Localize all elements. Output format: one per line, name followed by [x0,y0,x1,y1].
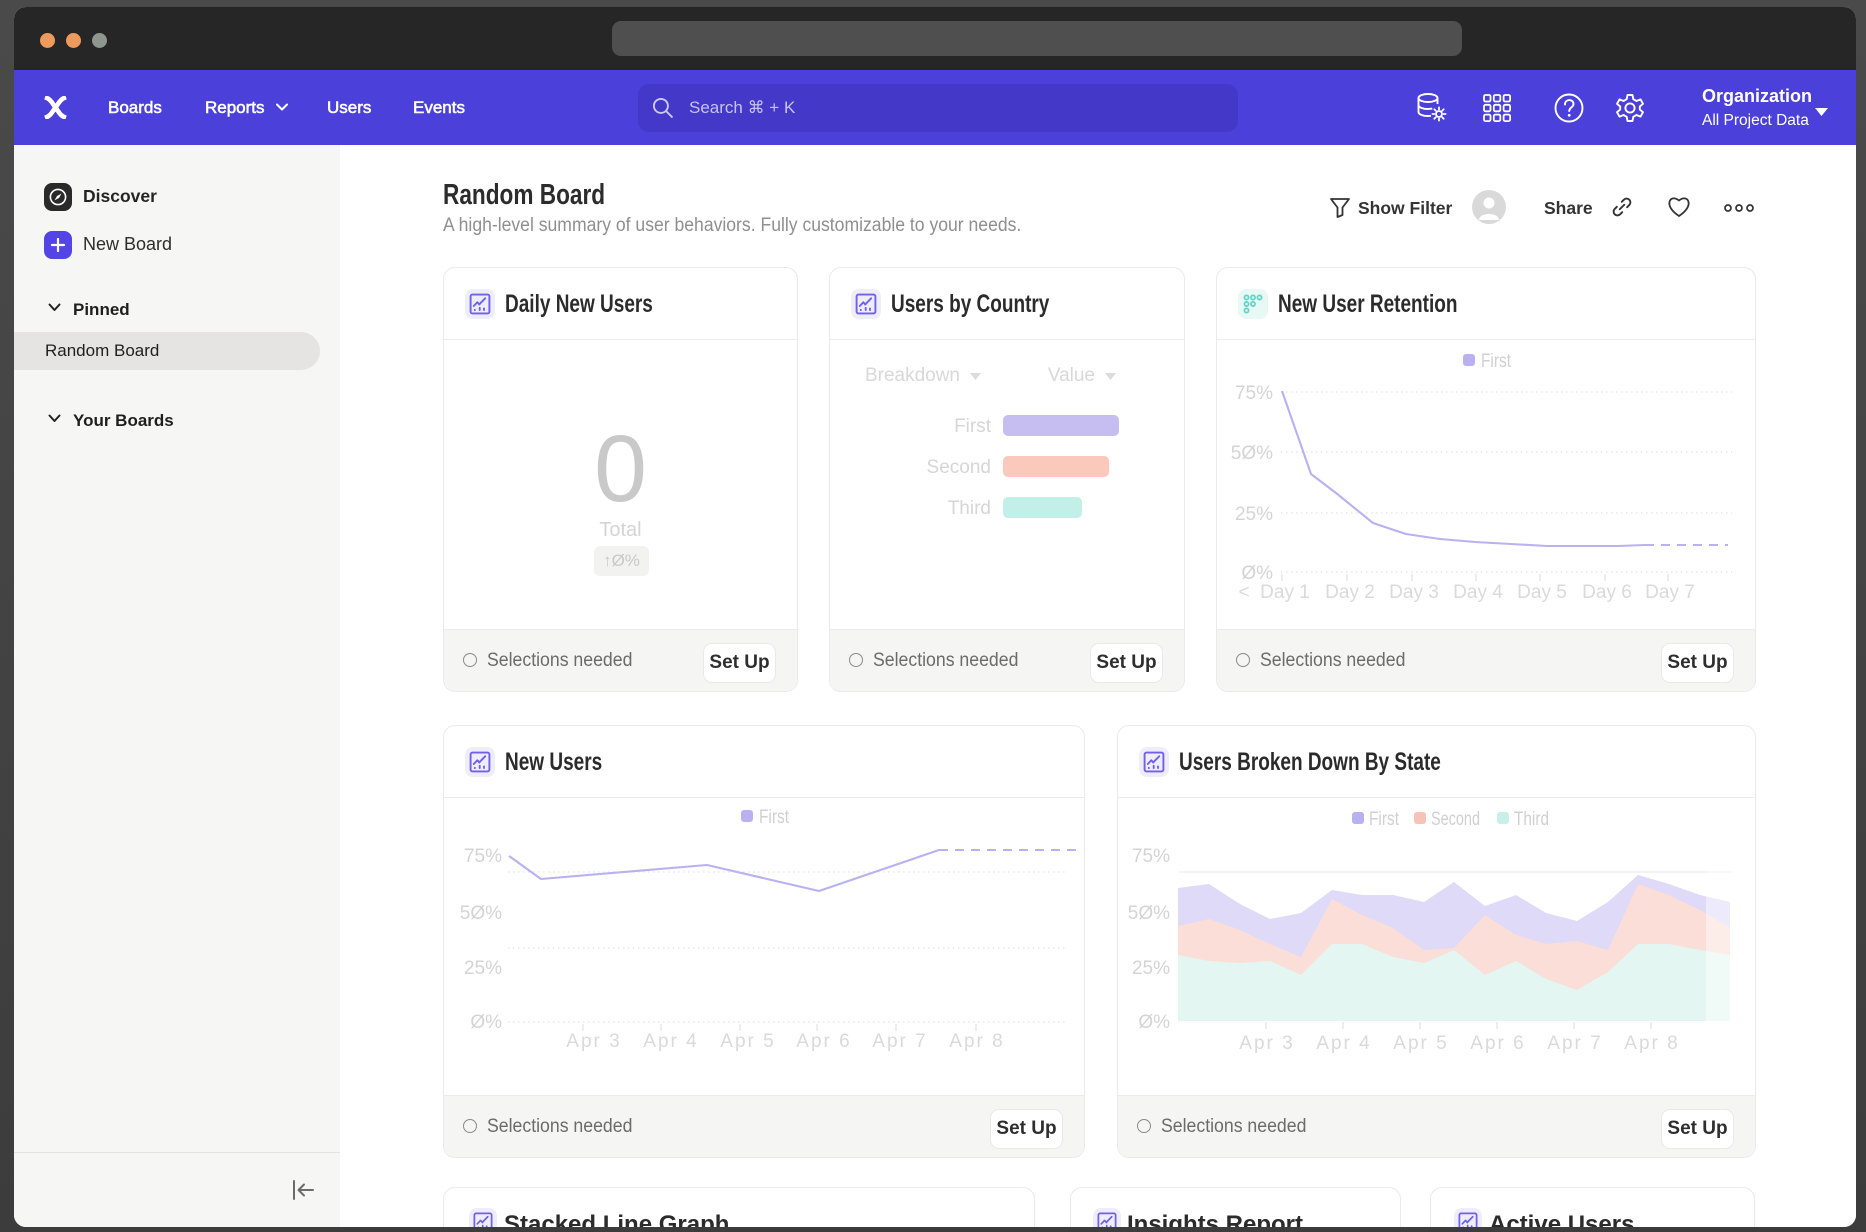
svg-text:25%: 25% [1132,958,1170,979]
svg-text:Apr 7: Apr 7 [1547,1033,1602,1054]
svg-text:Day 5: Day 5 [1517,582,1567,603]
svg-text:75%: 75% [464,846,502,867]
svg-text:Apr 5: Apr 5 [720,1031,775,1052]
svg-text:Second: Second [1431,809,1480,830]
svg-text:Ø%: Ø% [470,1012,502,1033]
svg-text:First: First [759,807,790,828]
svg-text:Day 1: Day 1 [1260,582,1310,603]
svg-text:Day 7: Day 7 [1645,582,1695,603]
svg-text:25%: 25% [464,958,502,979]
svg-text:Apr 6: Apr 6 [1470,1033,1525,1054]
svg-text:Apr 8: Apr 8 [1624,1033,1679,1054]
svg-text:Apr 3: Apr 3 [1239,1033,1294,1054]
svg-text:<: < [1238,582,1249,603]
svg-text:Apr 6: Apr 6 [796,1031,851,1052]
svg-text:25%: 25% [1235,504,1273,525]
svg-text:Ø%: Ø% [1138,1012,1170,1033]
svg-text:Day 4: Day 4 [1453,582,1503,603]
svg-text:75%: 75% [1235,383,1273,404]
svg-text:Day 6: Day 6 [1582,582,1632,603]
svg-text:5Ø%: 5Ø% [460,903,502,924]
svg-text:Third: Third [1514,809,1549,830]
svg-text:5Ø%: 5Ø% [1231,443,1273,464]
svg-text:First: First [1481,351,1512,372]
svg-text:Apr 3: Apr 3 [566,1031,621,1052]
svg-text:Day 3: Day 3 [1389,582,1439,603]
svg-text:Apr 7: Apr 7 [872,1031,927,1052]
svg-text:Day 2: Day 2 [1325,582,1375,603]
svg-text:Ø%: Ø% [1241,563,1273,584]
svg-text:Apr 5: Apr 5 [1393,1033,1448,1054]
svg-text:Apr 8: Apr 8 [949,1031,1004,1052]
svg-text:Apr 4: Apr 4 [1316,1033,1371,1054]
svg-text:5Ø%: 5Ø% [1128,903,1170,924]
svg-text:Apr 4: Apr 4 [643,1031,698,1052]
svg-text:First: First [1369,809,1400,830]
svg-text:75%: 75% [1132,846,1170,867]
